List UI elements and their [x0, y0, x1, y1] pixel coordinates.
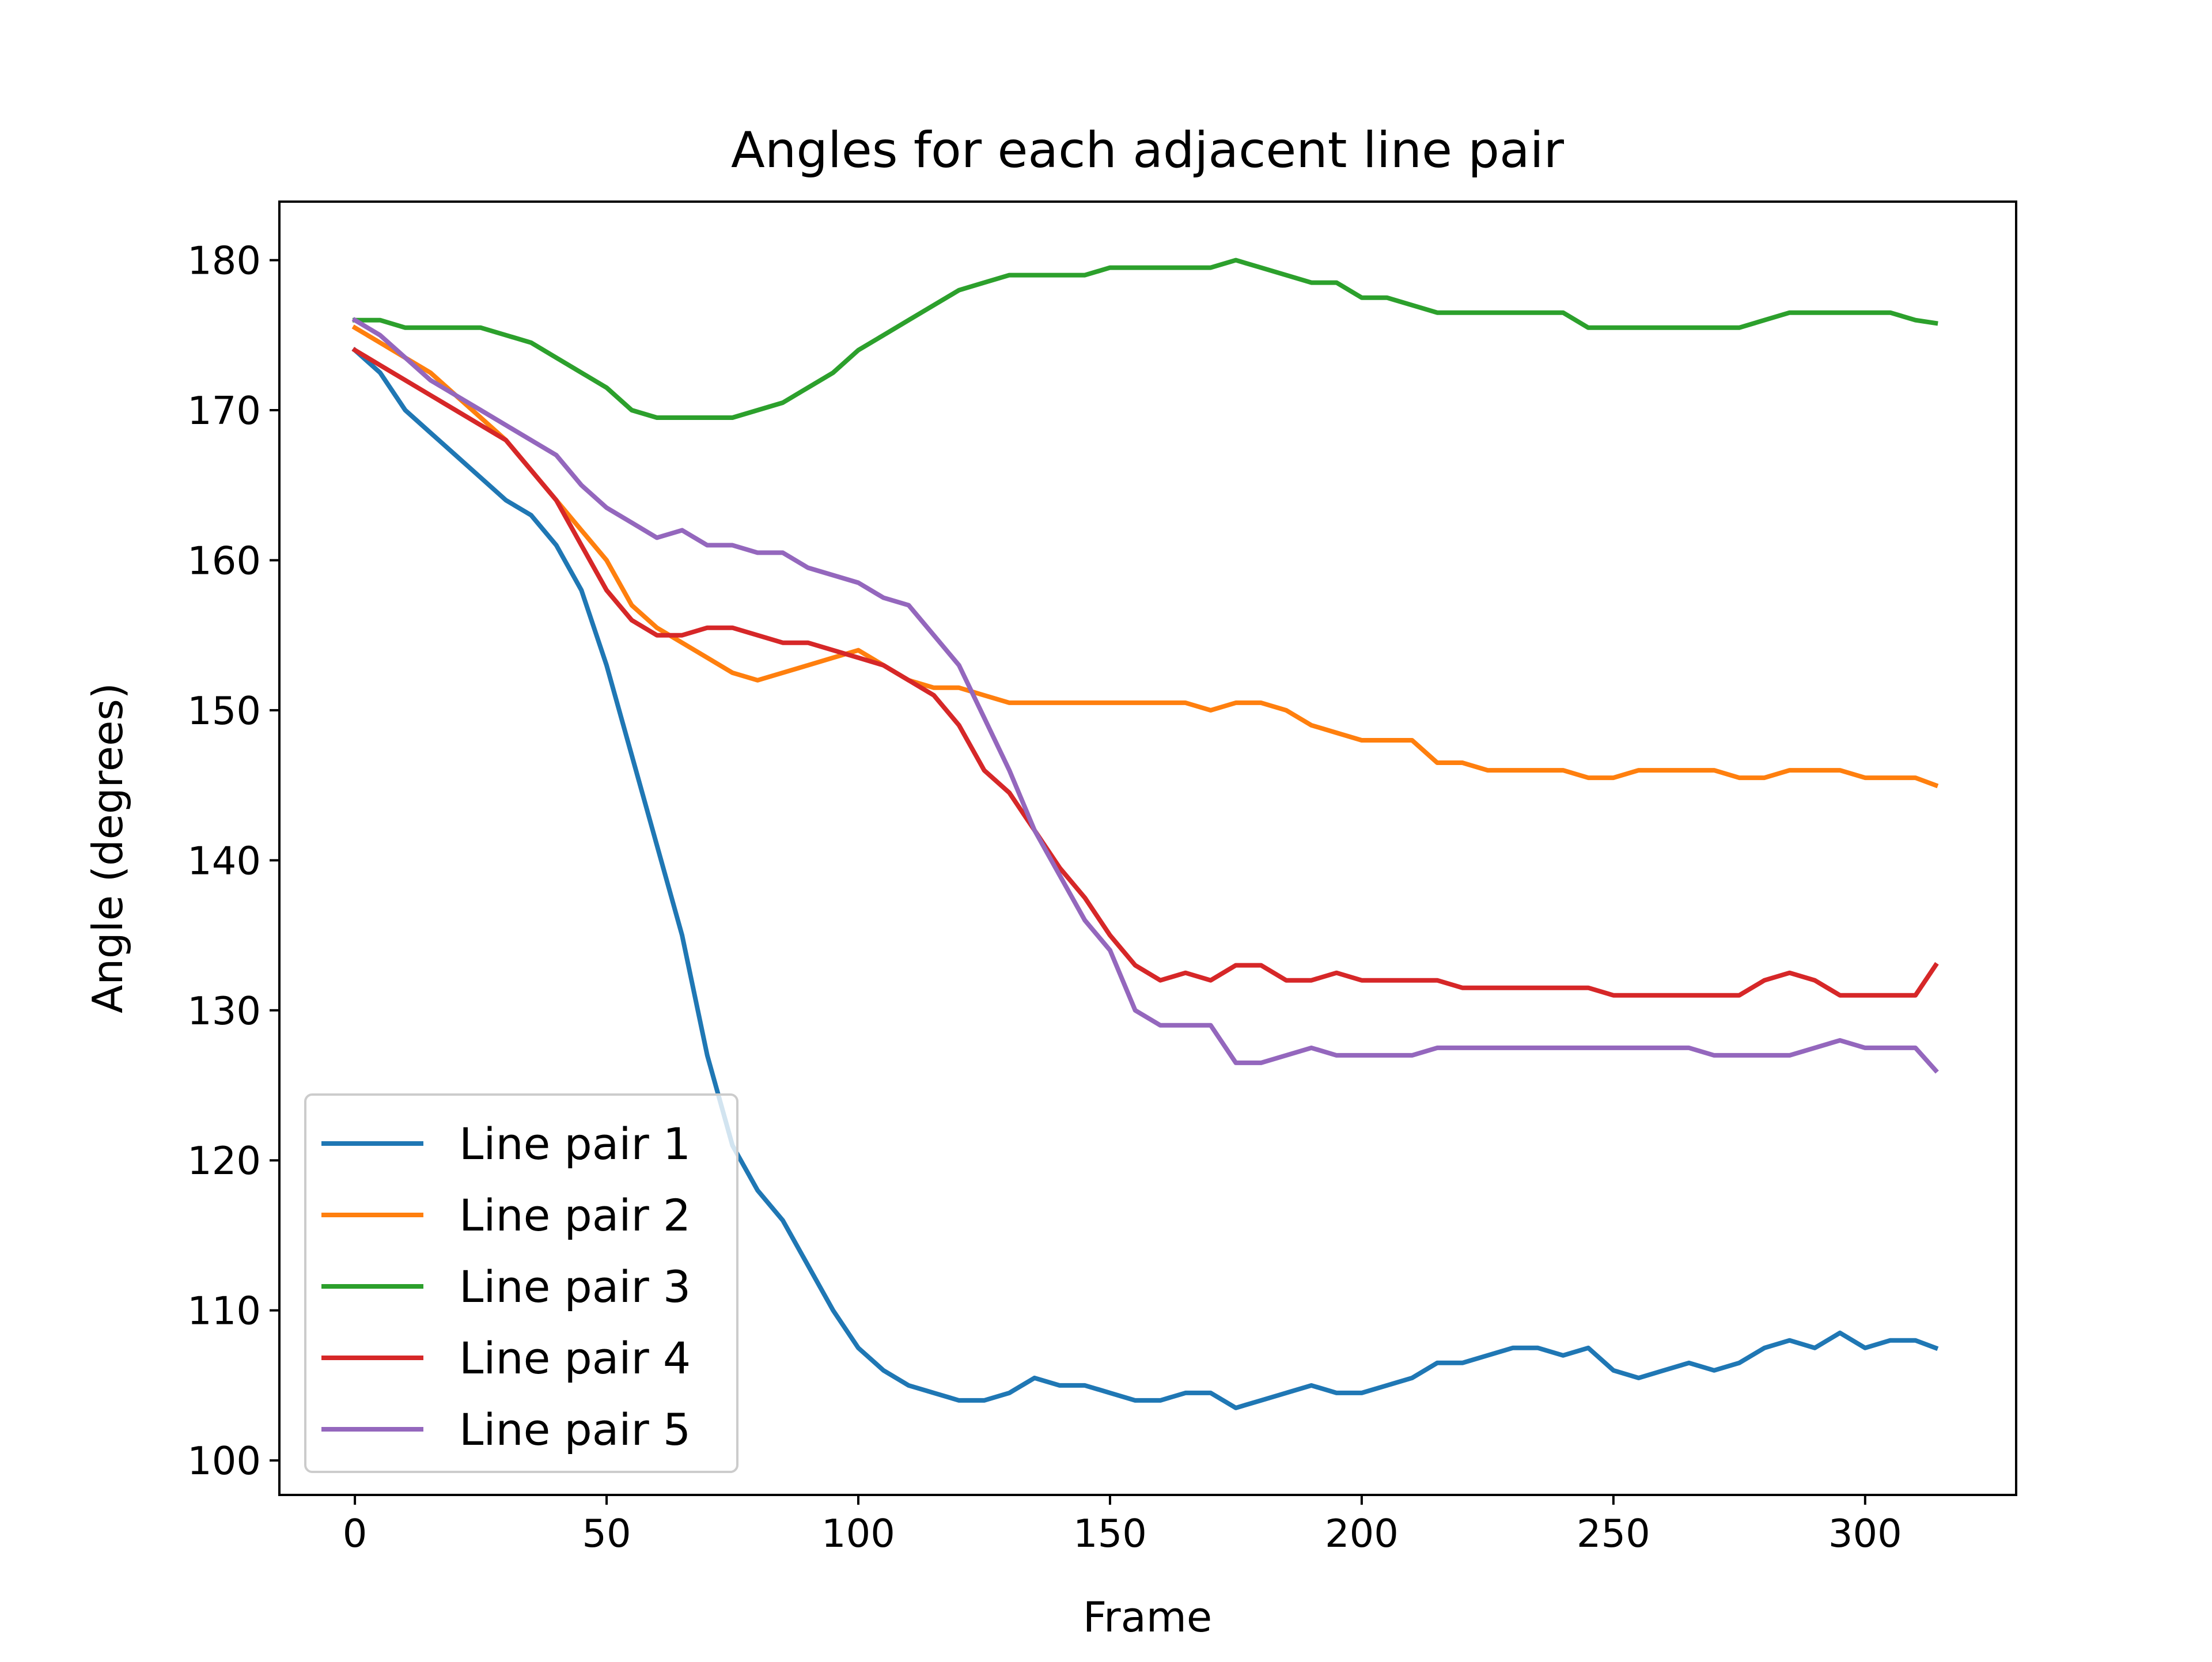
legend: Line pair 1 Line pair 2 Line pair 3 Line pa… — [304, 1093, 738, 1473]
series-line-2 — [351, 324, 1939, 789]
x-tick-label: 150 — [1073, 1511, 1147, 1556]
plot-series — [351, 258, 1939, 1410]
legend-label: Line pair 3 — [459, 1261, 691, 1312]
series-line-4 — [351, 347, 1939, 998]
series-line-5 — [351, 317, 1939, 1074]
y-tick-label: 130 — [187, 989, 261, 1033]
y-tick-label: 170 — [187, 388, 261, 433]
legend-label: Line pair 5 — [459, 1404, 691, 1455]
chart-title: Angles for each adjacent line pair — [731, 122, 1565, 179]
legend-label: Line pair 4 — [459, 1332, 691, 1384]
y-axis-label: Angle (degrees) — [84, 683, 132, 1013]
y-tick-label: 120 — [187, 1138, 261, 1183]
y-tick-label: 140 — [187, 838, 261, 883]
x-tick-label: 200 — [1325, 1511, 1399, 1556]
y-tick-label: 100 — [187, 1438, 261, 1483]
x-tick-label: 250 — [1577, 1511, 1650, 1556]
x-tick-label: 100 — [821, 1511, 895, 1556]
legend-label: Line pair 1 — [459, 1118, 691, 1169]
x-tick-label: 0 — [343, 1511, 368, 1556]
plot-frame — [278, 200, 2017, 1496]
series-line-3 — [353, 258, 1938, 420]
y-tick-label: 150 — [187, 688, 261, 733]
x-tick-label: 50 — [582, 1511, 631, 1556]
x-tick-label: 300 — [1828, 1511, 1902, 1556]
legend-box — [304, 1093, 738, 1473]
y-tick-label: 110 — [187, 1289, 261, 1334]
y-axis: 100 110 120 130 140 150 160 170 180 — [187, 238, 279, 1483]
series-line-1 — [351, 347, 1939, 1410]
y-tick-label: 180 — [187, 238, 261, 283]
y-tick-label: 160 — [187, 538, 261, 583]
x-axis-label: Frame — [1083, 1593, 1212, 1641]
legend-label: Line pair 2 — [459, 1190, 691, 1241]
x-axis: 0 50 100 150 200 250 300 — [343, 1495, 1902, 1556]
